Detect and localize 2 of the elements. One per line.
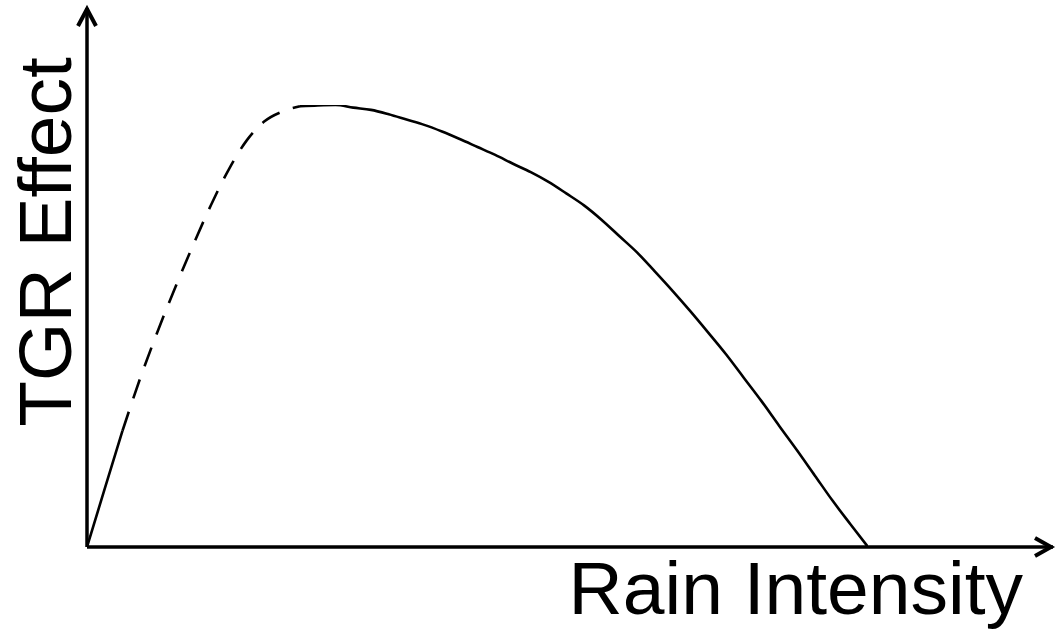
y-axis-title: TGR Effect — [3, 57, 87, 427]
x-axis-title: Rain Intensity — [568, 546, 1024, 630]
